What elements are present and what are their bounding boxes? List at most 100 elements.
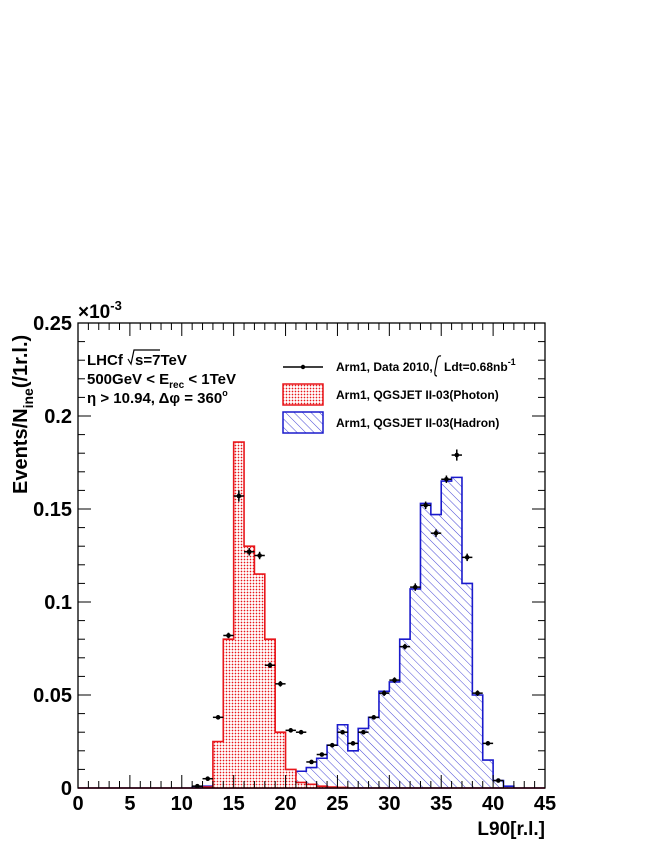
y-tick-label: 0 (61, 778, 72, 800)
legend-photon-label: Arm1, QGSJET II-03(Photon) (336, 388, 499, 402)
annotation-line-1: LHCf (87, 352, 124, 369)
x-tick-label: 40 (482, 793, 504, 815)
x-tick-label: 35 (430, 793, 452, 815)
data-point-marker (319, 752, 325, 757)
data-point-marker (371, 715, 377, 720)
y-tick-labels: 0 0.05 0.1 0.15 0.2 0.25 (33, 313, 72, 800)
data-point (212, 715, 224, 720)
data-point (295, 729, 307, 735)
data-point (430, 529, 442, 537)
legend-entry-photon: Arm1, QGSJET II-03(Photon) (282, 383, 499, 406)
legend-hadron-label: Arm1, QGSJET II-03(Hadron) (336, 416, 499, 430)
data-point (327, 742, 338, 748)
data-point-marker (215, 715, 221, 720)
data-point (482, 741, 494, 746)
data-point (306, 759, 317, 765)
x-tick-label: 45 (534, 793, 556, 815)
data-point (461, 553, 473, 562)
data-point-marker (267, 662, 273, 668)
legend: Arm1, Data 2010, Ldt=0.68nb-1 Arm1, QGSJ… (282, 355, 516, 434)
data-point (223, 632, 234, 639)
x-tick-label: 25 (326, 793, 348, 815)
data-point-marker (340, 729, 345, 735)
data-point (441, 475, 452, 483)
data-point (472, 690, 483, 696)
data-point (358, 729, 369, 735)
legend-entry-hadron: Arm1, QGSJET II-03(Hadron) (282, 411, 499, 434)
legend-photon-swatch (282, 383, 324, 406)
x-tick-label: 5 (124, 793, 135, 815)
x-tick-label: 10 (171, 793, 193, 815)
x-tick-label: 15 (223, 793, 245, 815)
data-point-marker (329, 742, 335, 748)
data-point (192, 783, 203, 789)
annotation-line-1b: s=7TeV (135, 352, 187, 369)
data-point (420, 501, 431, 509)
data-points (192, 449, 504, 789)
y-multiplier: ×10-3 (78, 298, 122, 323)
data-point-marker (402, 644, 408, 649)
data-point-marker (226, 633, 231, 638)
run-annotation: LHCf s=7TeV 500GeV < Erec < 1TeV η > 10.… (87, 349, 236, 407)
data-point (368, 715, 379, 720)
data-point (285, 728, 296, 733)
data-point-marker (246, 549, 252, 555)
y-tick-label: 0.1 (44, 592, 72, 614)
x-axis-label: L90[r.l.] (477, 819, 545, 840)
data-point-marker (412, 584, 418, 590)
hadron-histogram-area (78, 476, 545, 789)
axes (77, 322, 546, 789)
data-point (233, 490, 245, 502)
data-point-marker (381, 690, 387, 696)
legend-data-marker (300, 364, 306, 370)
data-point-marker (496, 778, 501, 783)
data-point-marker (444, 476, 449, 482)
data-point (244, 548, 255, 556)
data-point-marker (350, 741, 356, 746)
data-point (202, 776, 213, 781)
data-point (410, 583, 421, 591)
data-point (451, 449, 462, 461)
hadron-histogram (78, 476, 545, 789)
data-point-marker (433, 530, 439, 536)
data-point (493, 778, 504, 783)
annotation-line-2: 500GeV < Erec < 1TeV (87, 371, 236, 391)
y-tick-label: 0.05 (33, 685, 72, 707)
data-point (316, 752, 328, 757)
plot-frame (77, 322, 546, 789)
data-point-marker (257, 553, 262, 558)
data-point (389, 677, 400, 683)
data-point-marker (288, 728, 294, 733)
data-point-marker (464, 555, 470, 560)
data-point-marker (195, 783, 200, 789)
x-tick-label: 30 (378, 793, 400, 815)
y-tick-label: 0.25 (33, 313, 72, 335)
data-point (399, 643, 411, 650)
data-point-marker (454, 452, 460, 458)
x-tick-label: 0 (72, 793, 83, 815)
y-axis-label: Events/Nine(/1r.l.) (10, 335, 36, 494)
data-point (254, 551, 265, 560)
data-point-marker (361, 729, 366, 735)
data-point-marker (485, 741, 491, 746)
data-point-marker (205, 776, 211, 781)
data-point (264, 662, 276, 669)
data-point (275, 681, 286, 687)
legend-hadron-swatch (282, 411, 324, 434)
data-point-marker (278, 681, 283, 687)
legend-data-label-a: Arm1, Data 2010, (336, 360, 433, 374)
y-tick-label: 0.15 (33, 499, 72, 521)
data-point (347, 741, 359, 746)
integral-icon (434, 355, 442, 377)
data-point (378, 690, 390, 696)
data-point-marker (236, 493, 242, 499)
data-point-marker (392, 677, 397, 683)
annotation-line-3: η > 10.94, Δφ = 360o (87, 388, 228, 407)
legend-entry-data: Arm1, Data 2010, Ldt=0.68nb-1 (283, 355, 516, 377)
data-point-marker (423, 502, 428, 508)
legend-data-label-b: Ldt=0.68nb-1 (444, 357, 516, 374)
y-tick-label: 0.2 (44, 406, 72, 428)
x-tick-label: 20 (274, 793, 296, 815)
x-tick-labels: 0 5 10 15 20 25 30 35 40 45 (72, 793, 556, 815)
